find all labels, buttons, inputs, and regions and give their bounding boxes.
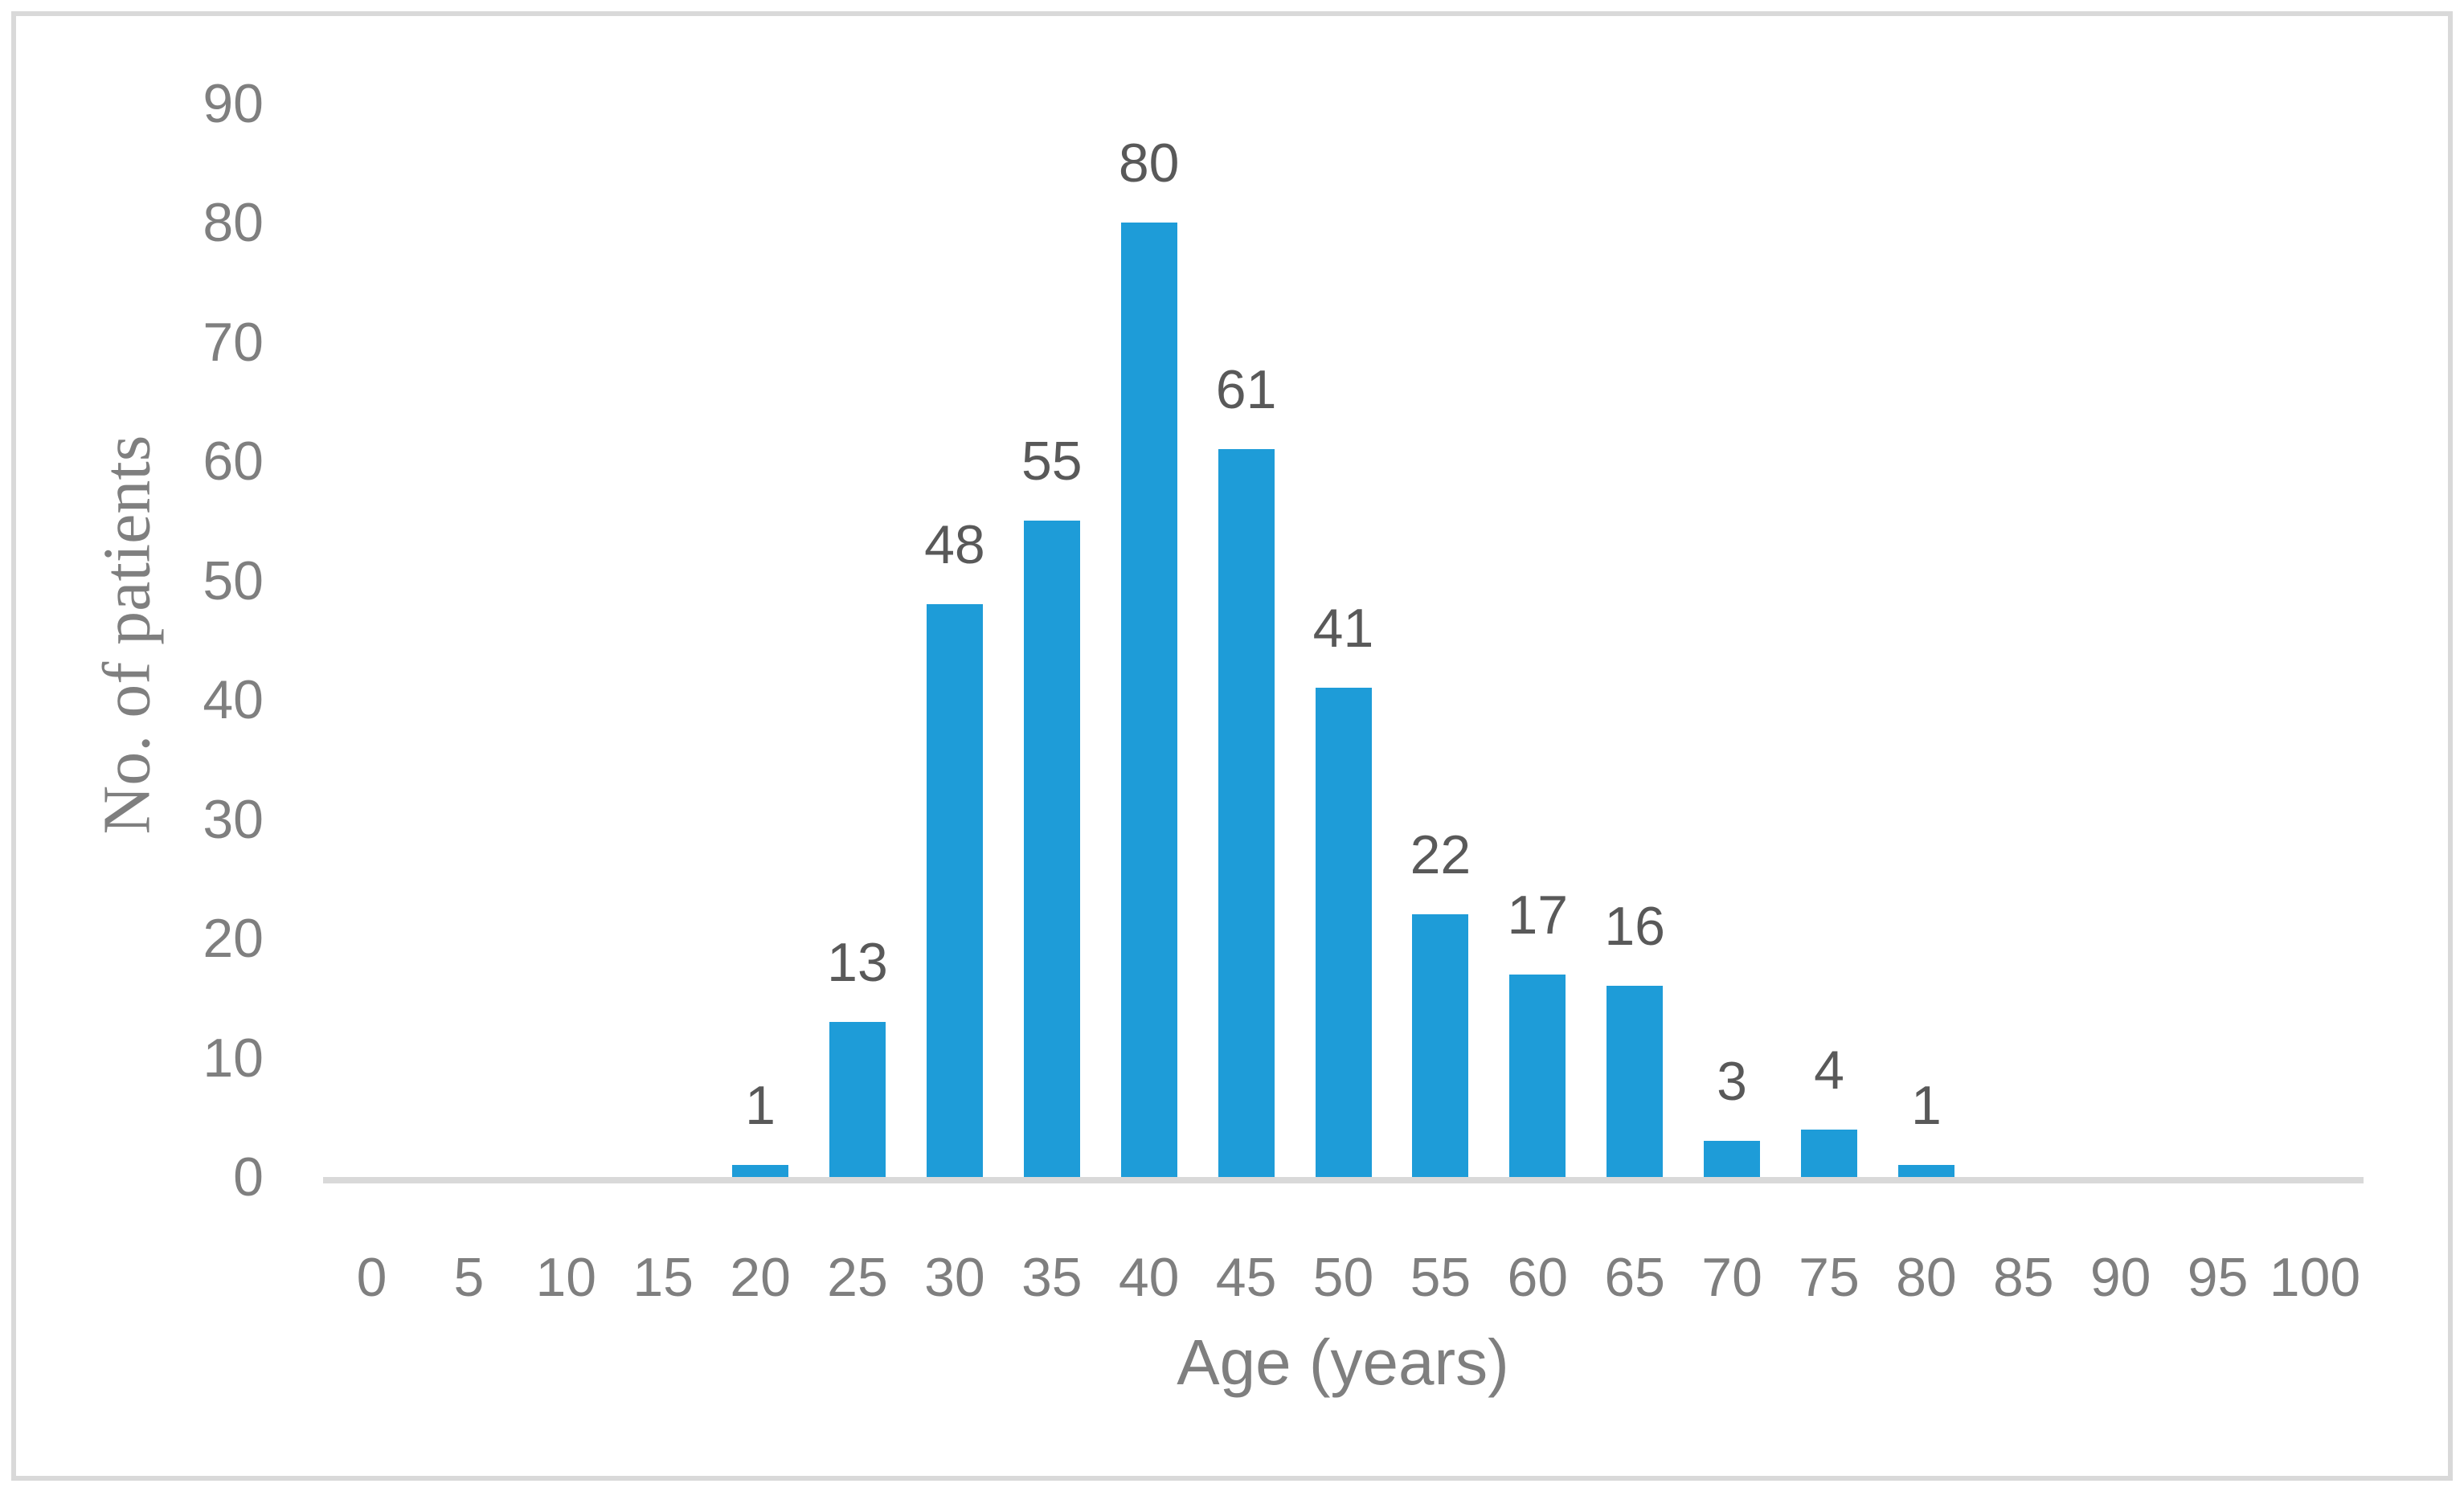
y-tick-label: 90 [203, 72, 264, 134]
x-tick-label: 40 [1118, 1247, 1180, 1308]
y-tick-label: 80 [203, 192, 264, 253]
y-tick-label: 10 [203, 1027, 264, 1089]
x-tick-label: 90 [2089, 1247, 2151, 1308]
bar [1897, 1165, 1954, 1177]
bar-data-label: 3 [1717, 1051, 1747, 1112]
y-tick-label: 20 [203, 908, 264, 969]
bar-data-label: 55 [1021, 431, 1083, 492]
bar-data-label: 1 [1910, 1075, 1942, 1136]
x-tick-label: 70 [1701, 1247, 1762, 1308]
bar [1704, 1141, 1761, 1177]
x-tick-label: 95 [2187, 1247, 2249, 1308]
bar-data-label: 48 [924, 514, 985, 575]
x-tick-label: 80 [1896, 1247, 1957, 1308]
bar [1801, 1130, 1857, 1177]
x-tick-label: 20 [730, 1247, 791, 1308]
bar-data-label: 22 [1410, 824, 1471, 885]
y-tick-label: 70 [203, 311, 264, 373]
bar [926, 604, 983, 1177]
bar [1218, 449, 1275, 1177]
x-tick-label: 55 [1410, 1247, 1471, 1308]
x-tick-label: 50 [1312, 1247, 1374, 1308]
bar [1607, 986, 1664, 1177]
y-axis-title: No. of patients [89, 435, 165, 835]
x-tick-label: 15 [632, 1247, 694, 1308]
bar-data-label: 80 [1118, 133, 1180, 194]
x-tick-label: 75 [1799, 1247, 1860, 1308]
bar-data-label: 61 [1215, 359, 1277, 420]
bar-data-label: 41 [1312, 598, 1374, 659]
y-tick-label: 50 [203, 550, 264, 611]
bar-data-label: 13 [827, 932, 888, 993]
y-tick-label: 40 [203, 669, 264, 730]
bar [1120, 223, 1177, 1177]
x-tick-label: 60 [1507, 1247, 1569, 1308]
bar [1509, 975, 1566, 1177]
x-tick-label: 25 [827, 1247, 888, 1308]
bar-data-label: 1 [745, 1075, 776, 1136]
x-tick-label: 100 [2269, 1247, 2361, 1308]
bar [829, 1022, 886, 1177]
bar-data-label: 16 [1604, 896, 1665, 957]
x-tick-label: 45 [1215, 1247, 1277, 1308]
bar [1315, 688, 1372, 1177]
bar [1412, 914, 1469, 1177]
x-tick-label: 35 [1021, 1247, 1083, 1308]
x-tick-label: 0 [356, 1247, 387, 1308]
y-tick-label: 0 [233, 1146, 264, 1208]
chart-border [11, 11, 2453, 1481]
x-axis-line [323, 1177, 2364, 1183]
x-tick-label: 5 [453, 1247, 485, 1308]
bar [732, 1165, 789, 1177]
x-axis-title: Age (years) [1177, 1326, 1509, 1398]
x-tick-label: 65 [1604, 1247, 1665, 1308]
y-tick-label: 30 [203, 788, 264, 850]
x-tick-label: 85 [1992, 1247, 2054, 1308]
x-tick-label: 10 [535, 1247, 597, 1308]
x-tick-label: 30 [924, 1247, 985, 1308]
bar-data-label: 17 [1507, 885, 1569, 946]
bar [1023, 521, 1080, 1177]
y-tick-label: 60 [203, 431, 264, 492]
bar-data-label: 4 [1814, 1040, 1844, 1101]
